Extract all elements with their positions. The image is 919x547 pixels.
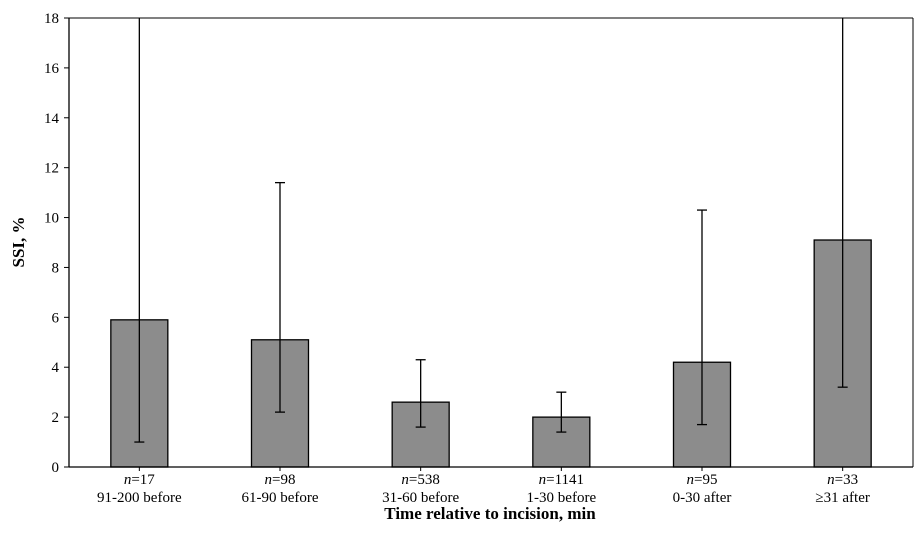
x-category-label: 61-90 before (241, 490, 318, 506)
axes (68, 17, 914, 468)
y-tick-label: 18 (44, 11, 59, 27)
sample-size-value: =538 (409, 472, 440, 488)
x-axis-title: Time relative to incision, min (384, 504, 596, 523)
y-tick-label: 2 (52, 410, 60, 426)
sample-size-label: n=95 (687, 472, 718, 488)
x-category-label: 31-60 before (382, 490, 459, 506)
y-tick-label: 16 (44, 61, 60, 77)
sample-size-label: n=538 (401, 472, 439, 488)
error-bars (134, 18, 848, 443)
y-tick-label: 8 (52, 260, 60, 276)
sample-size-value: =17 (131, 472, 155, 488)
y-tick-label: 10 (44, 211, 59, 227)
y-tick-label: 14 (44, 111, 60, 127)
sample-size-value: =98 (272, 472, 295, 488)
sample-size-symbol: n (687, 472, 695, 488)
sample-size-value: =95 (694, 472, 717, 488)
y-tick-label: 0 (52, 460, 60, 476)
sample-size-value: =1141 (546, 472, 584, 488)
sample-size-label: n=1141 (539, 472, 584, 488)
x-category-label: 91-200 before (97, 490, 182, 506)
y-tick-label: 4 (52, 360, 60, 376)
y-tick-label: 6 (52, 310, 60, 326)
x-category-label: 0-30 after (673, 490, 732, 506)
y-axis-ticks: 0 2 4 6 8 10 12 14 16 18 (44, 11, 69, 476)
sample-size-symbol: n (265, 472, 273, 488)
sample-size-label: n=17 (124, 472, 155, 488)
y-tick-label: 12 (44, 161, 59, 177)
x-category-label: ≥31 after (815, 490, 869, 506)
sample-size-symbol: n (539, 472, 547, 488)
sample-size-label: n=98 (265, 472, 296, 488)
x-category-label: 1-30 before (527, 490, 597, 506)
y-axis-title: SSI, % (9, 216, 28, 267)
sample-size-symbol: n (401, 472, 409, 488)
sample-size-value: =33 (835, 472, 858, 488)
bars (110, 239, 872, 468)
sample-size-label: n=33 (827, 472, 858, 488)
sample-size-symbol: n (124, 472, 132, 488)
sample-size-symbol: n (827, 472, 835, 488)
